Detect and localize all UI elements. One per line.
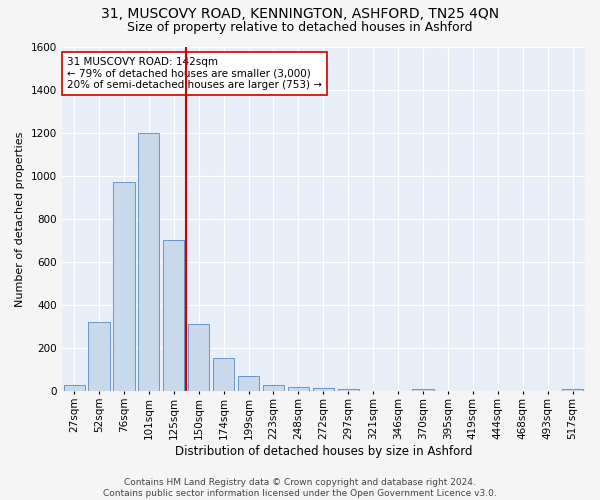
Text: 31 MUSCOVY ROAD: 142sqm
← 79% of detached houses are smaller (3,000)
20% of semi: 31 MUSCOVY ROAD: 142sqm ← 79% of detache…	[67, 57, 322, 90]
Bar	[412, 388, 434, 392]
Bar	[213, 358, 234, 392]
Bar	[313, 388, 334, 392]
Bar	[138, 132, 160, 392]
Bar	[288, 388, 309, 392]
Bar	[88, 322, 110, 392]
X-axis label: Distribution of detached houses by size in Ashford: Distribution of detached houses by size …	[175, 444, 472, 458]
Text: Contains HM Land Registry data © Crown copyright and database right 2024.
Contai: Contains HM Land Registry data © Crown c…	[103, 478, 497, 498]
Bar	[163, 240, 184, 392]
Text: Size of property relative to detached houses in Ashford: Size of property relative to detached ho…	[127, 21, 473, 34]
Bar	[338, 389, 359, 392]
Bar	[263, 385, 284, 392]
Bar	[562, 389, 583, 392]
Text: 31, MUSCOVY ROAD, KENNINGTON, ASHFORD, TN25 4QN: 31, MUSCOVY ROAD, KENNINGTON, ASHFORD, T…	[101, 8, 499, 22]
Y-axis label: Number of detached properties: Number of detached properties	[15, 131, 25, 306]
Bar	[64, 385, 85, 392]
Bar	[113, 182, 134, 392]
Bar	[238, 376, 259, 392]
Bar	[188, 324, 209, 392]
